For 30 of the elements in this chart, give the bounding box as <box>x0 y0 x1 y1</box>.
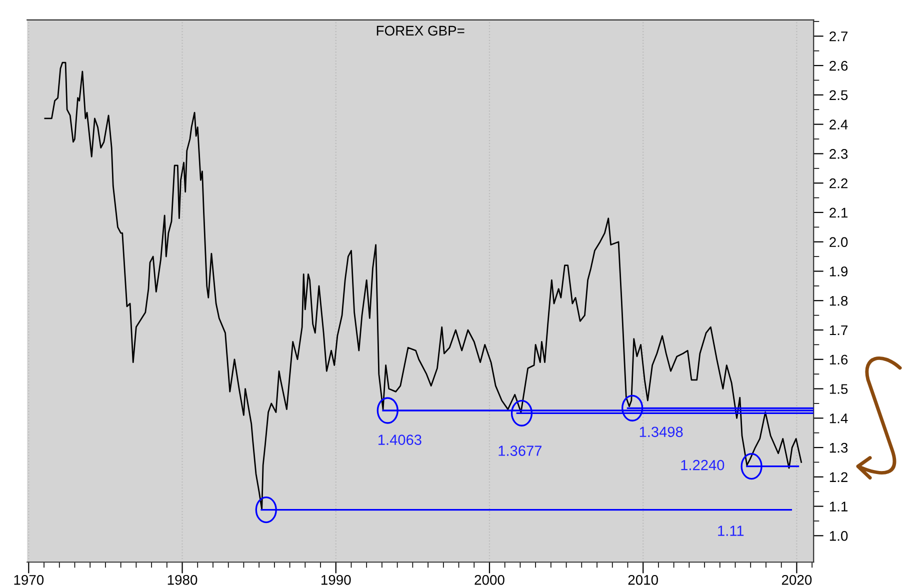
y-tick-label: 2.5 <box>830 90 848 100</box>
y-tick-label: 1.6 <box>830 354 848 365</box>
chart-title: FOREX GBP= <box>376 26 464 36</box>
y-tick-label: 2.1 <box>830 208 848 218</box>
x-tick-label: 2000 <box>474 574 504 585</box>
y-tick-label: 2.2 <box>830 178 848 188</box>
annotation: 1.3498 <box>640 426 683 438</box>
y-tick-label: 1.3 <box>830 442 848 453</box>
y-tick-label: 2.7 <box>830 31 848 42</box>
y-tick-label: 1.0 <box>830 531 848 541</box>
annotation: 1.4063 <box>378 434 422 445</box>
x-tick-label: 1990 <box>321 574 351 585</box>
y-tick-label: 2.0 <box>830 237 848 248</box>
y-tick-label: 1.2 <box>830 472 848 482</box>
y-tick-label: 1.4 <box>830 414 848 424</box>
y-tick-label: 1.1 <box>830 502 848 512</box>
y-tick-label: 2.6 <box>830 60 848 71</box>
y-tick-label: 1.8 <box>830 296 848 306</box>
annotation: 1.2240 <box>681 460 724 470</box>
y-tick-label: 1.5 <box>830 384 848 394</box>
y-tick-label: 2.4 <box>830 120 848 130</box>
y-tick-label: 1.9 <box>830 266 848 276</box>
annotation: 1.3677 <box>498 446 542 456</box>
y-tick-label: 2.3 <box>830 149 848 159</box>
x-tick-label: 1980 <box>168 574 198 585</box>
y-tick-label: 1.7 <box>830 325 848 336</box>
x-tick-label: 2010 <box>628 574 658 585</box>
annotation: 1.11 <box>718 526 744 536</box>
x-tick-label: 1970 <box>14 574 44 585</box>
x-tick-label: 2020 <box>782 574 812 585</box>
